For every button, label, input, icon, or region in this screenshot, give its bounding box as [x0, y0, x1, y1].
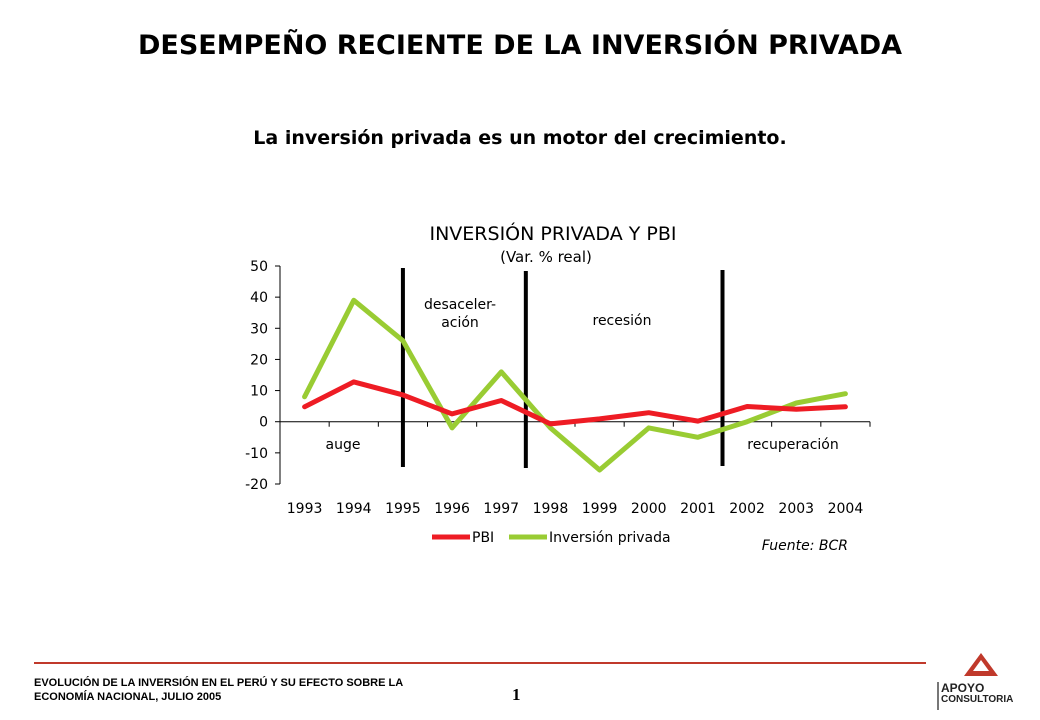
x-tick-label: 2001: [680, 501, 716, 517]
period-annotation: recuperación: [747, 437, 839, 453]
x-tick-label: 2000: [631, 501, 667, 517]
x-tick-label: 1996: [434, 501, 470, 517]
y-tick-label: 50: [250, 259, 268, 275]
x-tick-label: 1998: [533, 501, 569, 517]
annotations-layer: auge desaceler-ación recesión recuperación: [326, 297, 839, 453]
y-tick-label: -20: [245, 477, 268, 493]
y-tick-label: 40: [250, 290, 268, 306]
y-tick-label: 0: [259, 415, 268, 431]
page-number: 1: [512, 685, 521, 704]
y-tick-label: 20: [250, 352, 268, 368]
x-tick-label: 1999: [582, 501, 618, 517]
legend-label: PBI: [472, 530, 494, 546]
series-line-inversion-privada: [302, 297, 848, 473]
x-tick-label: 2002: [729, 501, 765, 517]
dividers-layer: [400, 268, 725, 468]
period-annotation: recesión: [593, 313, 652, 329]
chart-title: INVERSIÓN PRIVADA Y PBI: [429, 221, 676, 245]
slide-title: DESEMPEÑO RECIENTE DE LA INVERSIÓN PRIVA…: [137, 30, 903, 61]
period-annotation: desaceler-ación: [424, 297, 496, 331]
apoyo-logo-icon: [937, 653, 998, 710]
footer-caption: EVOLUCIÓN DE LA INVERSIÓN EN EL PERÚ Y S…: [34, 676, 403, 704]
y-tick-label: -10: [245, 446, 268, 462]
x-tick-label: 1997: [483, 501, 519, 517]
y-tick-label: 10: [250, 384, 268, 400]
x-tick-label: 2004: [828, 501, 864, 517]
logo-mark-icon: [937, 653, 998, 710]
legend: PBI Inversión privada: [432, 530, 671, 546]
logo-bar-icon: [937, 682, 939, 710]
x-tick-label: 1995: [385, 501, 421, 517]
x-tick-label: 2003: [778, 501, 814, 517]
x-tick-label: 1993: [287, 501, 323, 517]
logo-inner-icon: [973, 660, 989, 671]
logo-line-2: CONSULTORIA: [941, 694, 1014, 705]
source-note: Fuente: BCR: [762, 538, 848, 554]
logo-line-1: APOYO: [941, 681, 985, 695]
x-tick-label: 1994: [336, 501, 372, 517]
series-line-pbi: [302, 379, 848, 427]
y-tick-label: 30: [250, 321, 268, 337]
series-layer: [302, 297, 848, 473]
legend-label: Inversión privada: [549, 530, 671, 546]
chart-subtitle: (Var. % real): [500, 248, 592, 266]
footer-line-1: EVOLUCIÓN DE LA INVERSIÓN EN EL PERÚ Y S…: [34, 677, 404, 689]
footer-line-2: ECONOMÍA NACIONAL, JULIO 2005: [34, 691, 222, 703]
footer-divider: [34, 662, 926, 664]
period-annotation: auge: [326, 437, 361, 453]
slide-subtitle: La inversión privada es un motor del cre…: [253, 127, 787, 149]
